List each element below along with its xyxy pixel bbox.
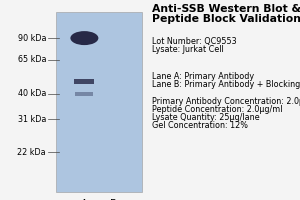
- Text: Peptide Block Validation: Peptide Block Validation: [152, 14, 300, 24]
- Text: 40 kDa: 40 kDa: [18, 89, 46, 98]
- Text: Lot Number: QC9553: Lot Number: QC9553: [152, 37, 237, 46]
- Text: Anti-SSB Western Blot &: Anti-SSB Western Blot &: [152, 4, 300, 14]
- Bar: [74, 79, 94, 84]
- Ellipse shape: [70, 31, 98, 45]
- Text: Peptide Concentration: 2.0μg/ml: Peptide Concentration: 2.0μg/ml: [152, 105, 283, 114]
- Text: B: B: [110, 199, 117, 200]
- Text: Gel Concentration: 12%: Gel Concentration: 12%: [152, 121, 248, 130]
- Text: Primary Antibody Concentration: 2.0μg/ml: Primary Antibody Concentration: 2.0μg/ml: [152, 97, 300, 106]
- Text: A: A: [81, 199, 88, 200]
- Bar: [75, 92, 93, 96]
- Bar: [56, 12, 142, 192]
- Text: Lane A: Primary Antibody: Lane A: Primary Antibody: [152, 72, 254, 81]
- Text: 31 kDa: 31 kDa: [18, 115, 46, 124]
- Text: 22 kDa: 22 kDa: [17, 148, 46, 157]
- Text: 90 kDa: 90 kDa: [17, 34, 46, 43]
- Text: 65 kDa: 65 kDa: [17, 55, 46, 64]
- Text: Lysate Quantity: 25μg/lane: Lysate Quantity: 25μg/lane: [152, 113, 260, 122]
- Text: Lane B: Primary Antibody + Blocking Peptide: Lane B: Primary Antibody + Blocking Pept…: [152, 80, 300, 89]
- Text: Lysate: Jurkat Cell: Lysate: Jurkat Cell: [152, 45, 224, 54]
